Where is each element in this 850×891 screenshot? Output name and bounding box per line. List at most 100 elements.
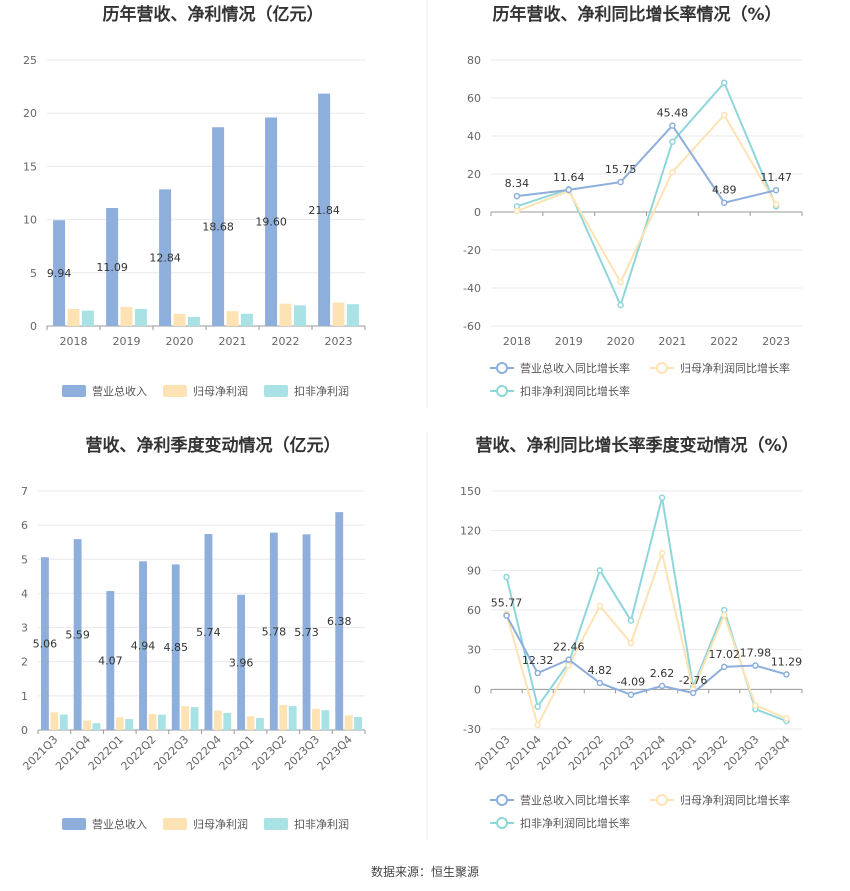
x-tick-label: 2020: [607, 335, 635, 348]
series-point: [658, 494, 666, 501]
y-tick-label: -30: [463, 723, 481, 736]
line-data-label: 8.34: [505, 177, 530, 190]
source-text: 数据来源：恒生聚源: [371, 864, 479, 879]
chart-title: 历年营收、净利同比增长率情况（%）: [492, 4, 781, 25]
x-tick-label: 2022Q3: [151, 733, 191, 773]
bar-revenue: [335, 512, 344, 730]
legend-marker: [496, 817, 508, 829]
series-point: [669, 122, 676, 129]
bar-revenue: [269, 532, 278, 730]
series-point: [503, 612, 510, 619]
bar-revenue: [159, 189, 172, 326]
bar-net-profit: [67, 308, 80, 326]
series-point: [565, 656, 572, 663]
bar-data-label: 5.59: [65, 629, 90, 642]
legend-marker: [656, 794, 668, 806]
x-tick-label: 2022Q1: [86, 733, 126, 773]
legend-marker: [656, 362, 668, 374]
bar-deducted-profit: [354, 717, 362, 730]
series-line-deducted-profit: [516, 80, 778, 308]
series-point: [721, 663, 728, 671]
bar-data-label: 6.38: [327, 615, 352, 628]
y-tick-label: 5: [21, 553, 28, 566]
legend-label: 归母净利润: [193, 817, 248, 831]
bar-net-profit: [120, 306, 133, 326]
series-point: [565, 662, 572, 669]
series-point: [772, 186, 780, 194]
y-tick-label: 5: [30, 267, 37, 280]
bar-net-profit: [279, 303, 292, 326]
line-data-label: 45.48: [657, 107, 689, 120]
bar-revenue: [73, 539, 82, 730]
legend-label: 扣非净利润: [294, 817, 349, 831]
bar-deducted-profit: [59, 714, 68, 730]
line-data-label: 2.62: [650, 667, 675, 680]
line-data-label: 11.29: [771, 655, 803, 668]
bar-deducted-profit: [346, 304, 359, 326]
series-line-net-profit: [516, 113, 777, 285]
line-data-label: 11.64: [553, 171, 585, 184]
bar-deducted-profit: [256, 718, 264, 730]
series-point: [596, 567, 604, 574]
x-tick-label: 2018: [503, 335, 531, 348]
bar-deducted-profit: [125, 719, 134, 730]
series-point: [721, 612, 728, 619]
bar-net-profit: [279, 705, 288, 730]
series-point: [752, 701, 759, 709]
series-point: [596, 679, 604, 687]
bar-deducted-profit: [187, 316, 200, 326]
legend-label: 扣非净利润同比增长率: [520, 384, 630, 398]
bar-data-label: 11.09: [96, 261, 128, 274]
series-point: [534, 721, 541, 729]
line-data-label: 15.75: [605, 163, 637, 176]
series-point: [513, 207, 521, 215]
bar-data-label: 3.96: [229, 656, 254, 669]
y-tick-label: 80: [467, 54, 481, 67]
chart-title: 营收、净利同比增长率季度变动情况（%）: [475, 435, 798, 456]
x-tick-label: 2021Q4: [53, 733, 93, 773]
x-tick-label: 2021: [219, 335, 247, 348]
bar-data-label: 5.74: [196, 626, 221, 639]
line-data-label: 22.46: [553, 641, 585, 654]
x-tick-label: 2022Q2: [119, 733, 159, 773]
series-point: [627, 617, 635, 624]
y-tick-label: -40: [463, 282, 481, 295]
series-point: [721, 79, 728, 87]
y-tick-label: 0: [30, 320, 37, 333]
x-tick-label: 2019: [555, 335, 583, 348]
y-tick-label: 90: [467, 564, 481, 577]
x-tick-label: 2023Q1: [217, 733, 257, 773]
series-point: [596, 602, 604, 610]
series-point: [669, 138, 676, 145]
bar-revenue: [212, 127, 225, 326]
series-point: [627, 639, 635, 647]
bar-data-label: 21.84: [308, 204, 340, 217]
x-tick-label: 2019: [113, 335, 141, 348]
bar-data-label: 5.73: [294, 626, 319, 639]
series-line-revenue: [505, 615, 787, 696]
legend-marker: [496, 362, 508, 374]
series-line-net-profit: [505, 549, 787, 728]
x-tick-label: 2023: [762, 335, 790, 348]
y-tick-label: 30: [467, 644, 481, 657]
bar-net-profit: [148, 713, 157, 730]
bar-data-label: 4.07: [98, 655, 123, 668]
bar-net-profit: [312, 708, 320, 730]
bar-revenue: [237, 594, 246, 730]
series-line-revenue: [516, 123, 777, 204]
bar-deducted-profit: [157, 714, 166, 730]
series-point: [534, 703, 541, 710]
bar-revenue: [171, 564, 180, 730]
y-tick-label: 60: [467, 92, 481, 105]
y-tick-label: 15: [23, 160, 37, 173]
series-point: [658, 682, 666, 690]
y-tick-label: -20: [463, 244, 481, 257]
legend-swatch: [163, 818, 187, 830]
line-data-label: 17.02: [709, 648, 741, 661]
bar-data-label: 5.78: [262, 625, 287, 638]
bar-revenue: [204, 534, 213, 730]
chart-title: 营收、净利季度变动情况（亿元）: [86, 435, 341, 456]
y-tick-label: 3: [21, 622, 28, 635]
chart-panel-1: 历年营收、净利情况（亿元） 0 5 10 15 20 25 2018 2019 2020 2021 2…: [23, 4, 366, 398]
